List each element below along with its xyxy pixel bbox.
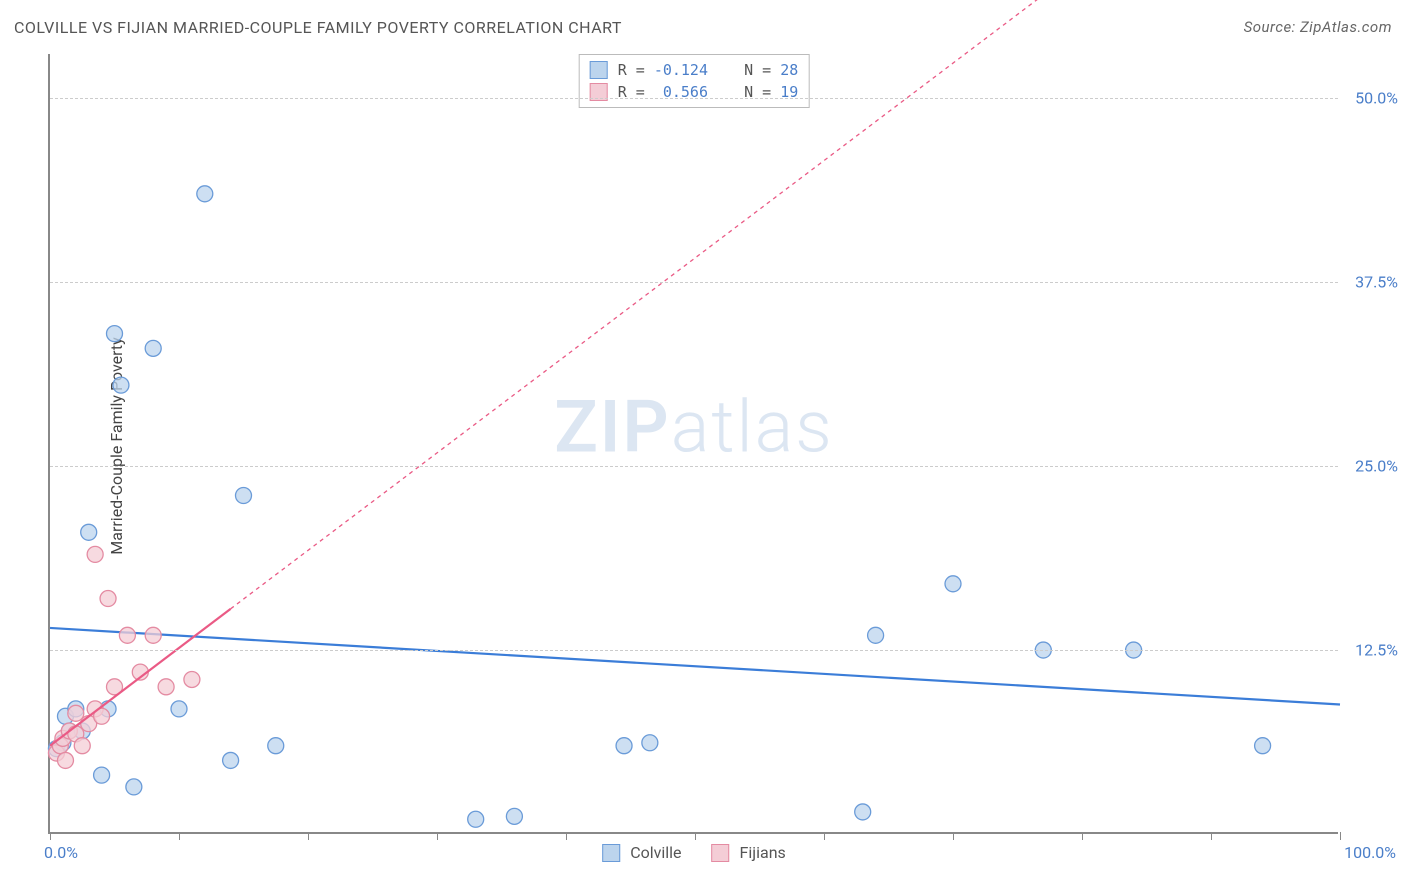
swatch-fijians-2 (712, 844, 730, 862)
legend-item-fijians: Fijians (712, 843, 786, 862)
legend-row-colville: R = -0.124 N = 28 (590, 59, 799, 81)
legend-correlation: R = -0.124 N = 28 R = 0.566 N = 19 (579, 54, 810, 108)
chart-header: COLVILLE VS FIJIAN MARRIED-COUPLE FAMILY… (14, 18, 1392, 37)
y-tick-label: 50.0% (1355, 89, 1398, 108)
y-tick-label: 25.0% (1355, 457, 1398, 476)
y-tick-label: 37.5% (1355, 273, 1398, 292)
chart-title: COLVILLE VS FIJIAN MARRIED-COUPLE FAMILY… (14, 18, 622, 37)
legend-item-colville: Colville (602, 843, 681, 862)
x-max-label: 100.0% (1344, 843, 1396, 862)
x-min-label: 0.0% (44, 843, 78, 862)
legend-row-fijians: R = 0.566 N = 19 (590, 81, 799, 103)
legend-label-fijians: Fijians (740, 843, 786, 862)
swatch-colville-2 (602, 844, 620, 862)
legend-series: Colville Fijians (602, 843, 786, 862)
chart-source: Source: ZipAtlas.com (1244, 18, 1392, 37)
y-tick-label: 12.5% (1355, 641, 1398, 660)
legend-label-colville: Colville (630, 843, 681, 862)
swatch-colville (590, 61, 608, 79)
chart-plot-area: ZIPatlas R = -0.124 N = 28 R = 0.566 N =… (48, 54, 1338, 834)
plot-svg (50, 54, 1338, 832)
r-colville: R = -0.124 N = 28 (618, 61, 799, 79)
